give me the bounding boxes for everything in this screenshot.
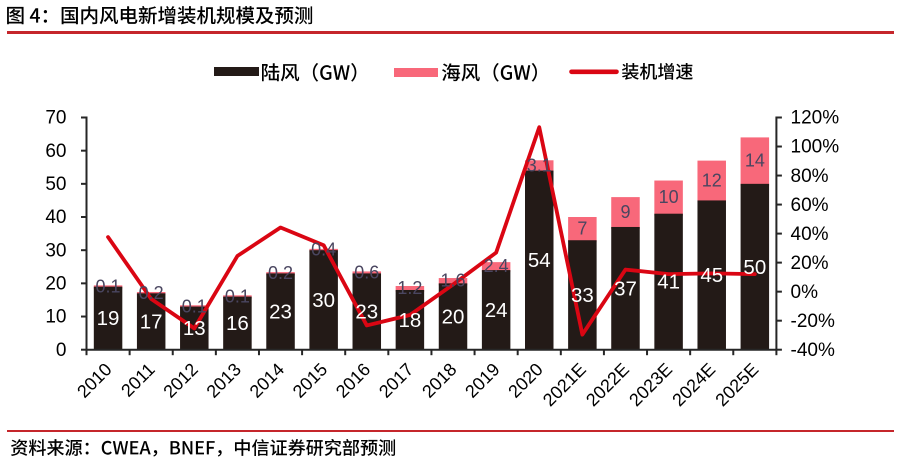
svg-text:2018: 2018 bbox=[418, 359, 460, 401]
svg-text:1.2: 1.2 bbox=[397, 278, 422, 298]
svg-text:41: 41 bbox=[657, 271, 680, 294]
svg-text:10: 10 bbox=[45, 307, 66, 328]
svg-text:7: 7 bbox=[577, 219, 587, 239]
svg-text:23: 23 bbox=[269, 301, 292, 324]
svg-text:2019: 2019 bbox=[461, 359, 503, 401]
svg-text:0.6: 0.6 bbox=[354, 262, 379, 282]
svg-text:-40%: -40% bbox=[791, 340, 835, 361]
svg-text:19: 19 bbox=[97, 307, 120, 330]
svg-text:2025E: 2025E bbox=[711, 359, 762, 410]
svg-text:20: 20 bbox=[442, 306, 465, 329]
svg-text:2023E: 2023E bbox=[625, 359, 676, 410]
svg-text:2017: 2017 bbox=[375, 359, 417, 401]
svg-text:50: 50 bbox=[45, 174, 66, 195]
svg-text:45: 45 bbox=[700, 264, 723, 287]
svg-text:30: 30 bbox=[312, 289, 335, 312]
svg-text:0.2: 0.2 bbox=[268, 263, 293, 283]
svg-text:30: 30 bbox=[45, 240, 66, 261]
svg-text:54: 54 bbox=[528, 249, 551, 272]
svg-text:1.6: 1.6 bbox=[440, 271, 465, 291]
svg-text:-20%: -20% bbox=[791, 311, 835, 332]
svg-text:0%: 0% bbox=[791, 282, 819, 303]
svg-text:37: 37 bbox=[614, 277, 637, 300]
svg-text:0.4: 0.4 bbox=[311, 240, 336, 260]
svg-text:80%: 80% bbox=[791, 166, 829, 187]
svg-text:2.4: 2.4 bbox=[484, 256, 509, 276]
svg-text:14: 14 bbox=[745, 151, 765, 171]
svg-text:0.1: 0.1 bbox=[225, 286, 250, 306]
svg-text:0.1: 0.1 bbox=[96, 277, 121, 297]
svg-text:12: 12 bbox=[702, 171, 722, 191]
svg-text:40: 40 bbox=[45, 207, 66, 228]
svg-text:18: 18 bbox=[398, 309, 421, 332]
svg-text:2014: 2014 bbox=[246, 359, 288, 401]
svg-text:2011: 2011 bbox=[117, 359, 159, 401]
svg-text:60: 60 bbox=[45, 141, 66, 162]
svg-text:23: 23 bbox=[355, 301, 378, 324]
svg-text:2010: 2010 bbox=[73, 359, 115, 401]
svg-text:2021E: 2021E bbox=[539, 359, 590, 410]
svg-text:2016: 2016 bbox=[332, 359, 374, 401]
svg-text:2022E: 2022E bbox=[582, 359, 633, 410]
svg-text:2015: 2015 bbox=[289, 359, 331, 401]
svg-text:17: 17 bbox=[140, 311, 163, 334]
svg-text:120%: 120% bbox=[791, 108, 840, 129]
svg-text:16: 16 bbox=[226, 312, 249, 335]
svg-text:100%: 100% bbox=[791, 137, 840, 158]
svg-text:40%: 40% bbox=[791, 224, 829, 245]
svg-text:60%: 60% bbox=[791, 195, 829, 216]
svg-text:24: 24 bbox=[485, 299, 508, 322]
svg-text:13: 13 bbox=[183, 317, 206, 340]
svg-text:50: 50 bbox=[743, 256, 766, 279]
svg-text:20%: 20% bbox=[791, 253, 829, 274]
svg-text:10: 10 bbox=[659, 187, 679, 207]
svg-text:20: 20 bbox=[45, 274, 66, 295]
svg-text:0: 0 bbox=[56, 340, 67, 361]
svg-text:0.1: 0.1 bbox=[182, 296, 207, 316]
svg-text:0.2: 0.2 bbox=[139, 283, 164, 303]
svg-text:70: 70 bbox=[45, 108, 66, 129]
svg-text:2012: 2012 bbox=[159, 359, 201, 401]
svg-text:9: 9 bbox=[620, 202, 630, 222]
svg-text:33: 33 bbox=[571, 284, 594, 307]
svg-text:2013: 2013 bbox=[203, 359, 245, 401]
svg-text:3.1: 3.1 bbox=[527, 155, 552, 175]
svg-text:2024E: 2024E bbox=[668, 359, 719, 410]
